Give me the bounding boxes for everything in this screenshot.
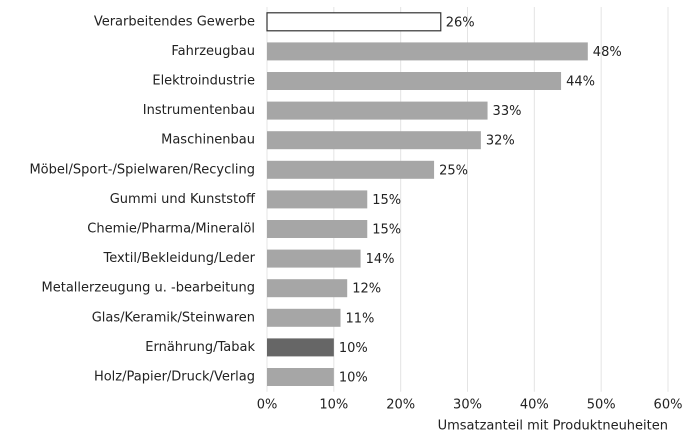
value-label: 48% [593, 45, 622, 60]
value-label: 32% [486, 134, 515, 149]
bar [267, 308, 341, 327]
x-tick-label: 30% [453, 398, 482, 413]
x-tick-label: 40% [520, 398, 549, 413]
y-tick-label: Ernährung/Tabak [145, 340, 255, 355]
bar [267, 368, 334, 386]
y-tick-label: Holz/Papier/Druck/Verlag [94, 370, 255, 385]
value-label: 15% [372, 223, 401, 238]
x-tick-label: 60% [654, 398, 683, 413]
value-label: 44% [566, 75, 595, 90]
bar [267, 101, 488, 120]
value-label: 12% [352, 282, 381, 297]
bar [266, 12, 442, 32]
value-label: 25% [439, 163, 468, 178]
bar [267, 338, 334, 357]
y-tick-label: Gummi und Kunststoff [110, 192, 256, 207]
value-label: 11% [346, 311, 375, 326]
bar [267, 249, 361, 268]
y-tick-label: Textil/Bekleidung/Leder [102, 251, 255, 266]
bar [267, 220, 368, 238]
x-tick-label: 10% [319, 398, 348, 413]
x-tick-label: 50% [587, 398, 616, 413]
bar [267, 42, 588, 61]
y-tick-label: Metallerzeugung u. -bearbeitung [42, 281, 255, 296]
value-label: 10% [339, 341, 368, 356]
value-label: 10% [339, 371, 368, 386]
y-tick-label: Instrumentenbau [143, 103, 255, 118]
y-tick-label: Maschinenbau [161, 133, 255, 148]
bar [267, 279, 348, 298]
bar [267, 190, 368, 209]
bar [267, 131, 481, 150]
x-tick-label: 0% [257, 398, 278, 413]
value-label: 15% [372, 193, 401, 208]
y-tick-label: Verarbeitendes Gewerbe [94, 14, 255, 29]
y-tick-label: Chemie/Pharma/Mineralöl [87, 222, 255, 237]
value-label: 33% [493, 104, 522, 119]
bar [267, 72, 562, 90]
y-tick-label: Glas/Keramik/Steinwaren [92, 310, 255, 325]
value-label: 26% [446, 15, 475, 30]
y-tick-label: Elektroindustrie [152, 74, 255, 89]
x-tick-label: 20% [386, 398, 415, 413]
value-label: 14% [366, 252, 395, 267]
x-axis-label: Umsatzanteil mit Produktneuheiten [438, 419, 668, 434]
bar [267, 160, 435, 179]
y-tick-label: Fahrzeugbau [171, 44, 255, 59]
y-tick-label: Möbel/Sport-/Spielwaren/Recycling [29, 162, 255, 177]
